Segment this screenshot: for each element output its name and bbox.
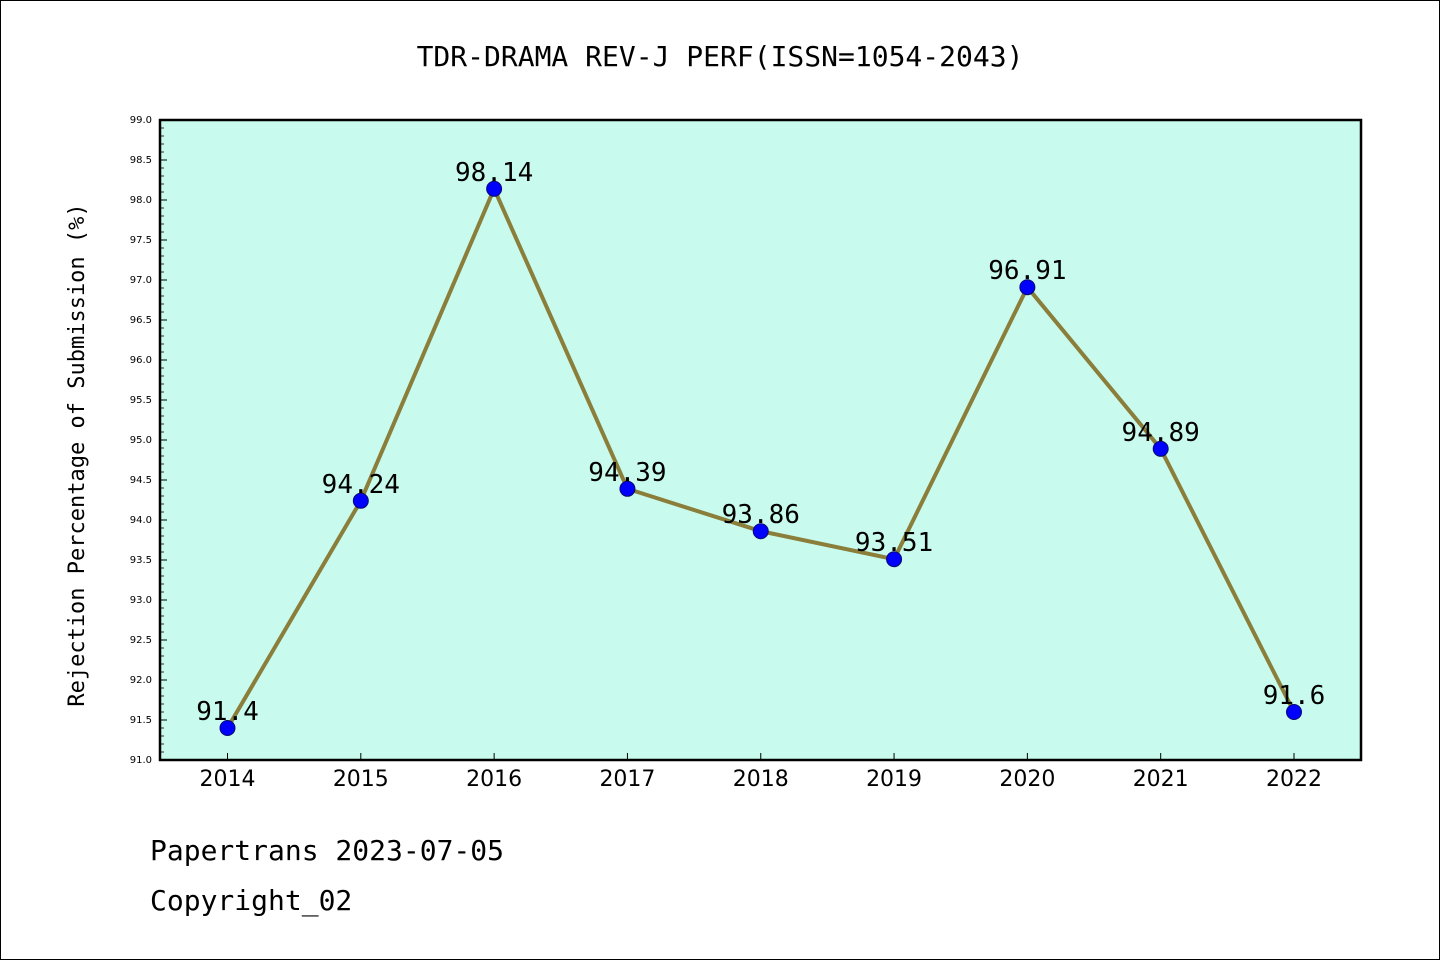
data-labels-group: 91.4 94.24 98.14 94.39 93.86 93.51 96.91 94.89 9… [196,158,1325,727]
data-label: 96.91 [988,256,1066,286]
x-tick-label: 2022 [1266,767,1322,792]
data-label: 94.39 [588,458,666,488]
x-tick-label: 2014 [200,767,256,792]
y-tick-label: 98.5 [130,155,152,166]
y-tick-label: 96.0 [130,355,152,366]
y-tick-label: 95.5 [130,395,152,406]
y-tick-label: 98.0 [130,195,152,206]
x-tick-label: 2019 [866,767,922,792]
data-point [352,492,369,509]
plot-area [158,118,1363,762]
y-axis-ticks: 91.0 91.5 92.0 92.5 93.0 93.5 94.0 94.5 95.0 95.5… [130,115,167,766]
chart-title: TDR-DRAMA REV-J PERF(ISSN=1054-2043) [417,40,1024,73]
data-point [752,523,769,540]
data-point [1286,704,1302,720]
y-tick-label: 92.0 [130,675,152,686]
x-tick-label: 2018 [733,767,789,792]
data-label: 94.89 [1122,418,1200,448]
data-label: 93.51 [855,528,933,558]
y-tick-label: 94.0 [130,515,152,526]
data-point [1152,440,1169,457]
y-tick-label: 91.0 [130,755,152,766]
data-label: 94.24 [322,470,400,500]
x-axis-ticks: 2014 2015 2016 2017 2018 2019 2020 2021 2022 [200,753,1322,792]
footer-date-text: Papertrans 2023-07-05 [150,834,505,867]
footer-copyright-text: Copyright_02 [150,884,353,917]
x-tick-label: 2015 [333,767,389,792]
y-tick-label: 95.0 [130,435,152,446]
data-point [486,180,503,197]
data-point [886,551,903,568]
y-tick-label: 93.0 [130,595,152,606]
y-tick-label: 96.5 [130,315,152,326]
data-label: 93.86 [722,500,800,530]
series-group [219,180,1302,736]
x-tick-label: 2017 [599,767,655,792]
y-tick-label: 93.5 [130,555,152,566]
x-tick-label: 2016 [466,767,522,792]
data-label: 98.14 [455,158,533,188]
y-tick-label: 91.5 [130,715,152,726]
y-tick-label: 97.0 [130,275,152,286]
data-label: 91.6 [1263,681,1326,711]
x-tick-label: 2021 [1133,767,1189,792]
y-tick-label: 99.0 [130,115,152,126]
data-point [1019,279,1036,296]
data-point [619,480,636,497]
data-label: 91.4 [196,697,259,727]
y-tick-label: 92.5 [130,635,152,646]
x-tick-label: 2020 [999,767,1055,792]
y-tick-label: 97.5 [130,235,152,246]
y-tick-label: 94.5 [130,475,152,486]
data-point [219,720,236,736]
y-axis-label: Rejection Percentage of Submission (%) [65,203,90,706]
